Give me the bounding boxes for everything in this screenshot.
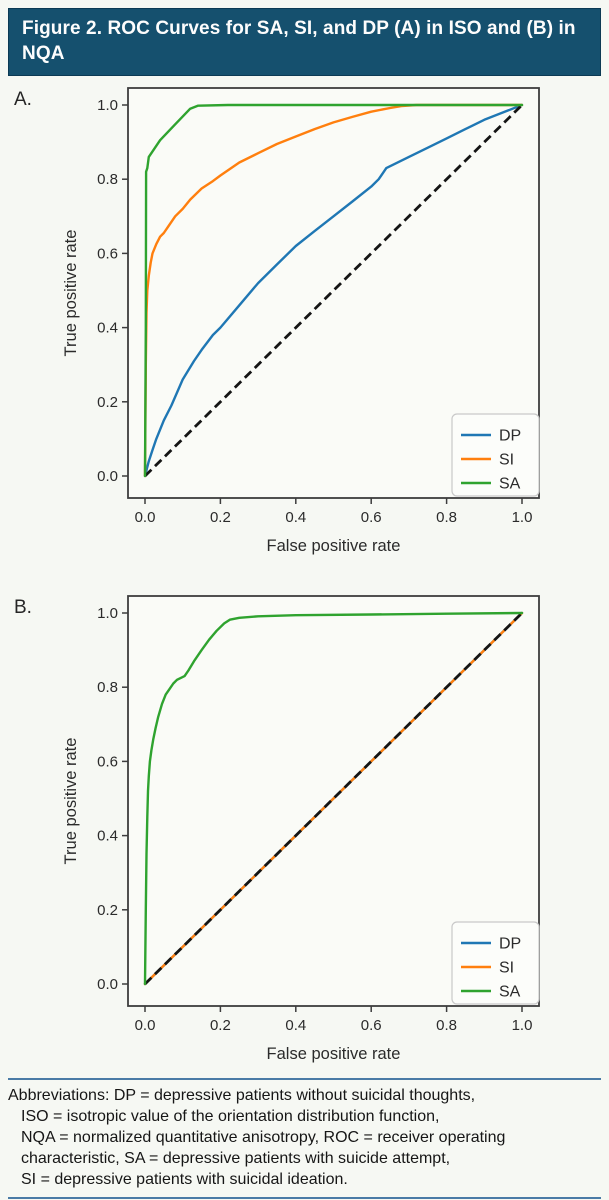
y-tick-label: 0.8 xyxy=(97,679,118,696)
x-tick-label: 0.4 xyxy=(285,1017,306,1034)
roc-curve-dp-panel-a xyxy=(143,103,524,478)
x-tick-label: 0.6 xyxy=(361,509,382,526)
y-tick-label: 1.0 xyxy=(97,605,118,622)
x-tick-label: 1.0 xyxy=(512,1017,533,1034)
legend-label-dp: DP xyxy=(499,428,521,445)
x-tick-label: 0.8 xyxy=(436,1017,457,1034)
abbreviation-line: characteristic, SA = depressive patients… xyxy=(21,1150,451,1167)
panel-letter-label: A. xyxy=(14,89,32,110)
abbreviation-line: NQA = normalized quantitative anisotropy… xyxy=(21,1129,506,1146)
x-tick-label: 0.8 xyxy=(436,509,457,526)
y-axis-label: True positive rate xyxy=(62,230,80,357)
x-tick-label: 0.2 xyxy=(210,509,231,526)
abbreviation-line: Abbreviations: DP = depressive patients … xyxy=(8,1087,476,1104)
y-tick-label: 0.2 xyxy=(97,394,118,411)
legend-label-si: SI xyxy=(499,960,514,977)
axes-frame xyxy=(127,595,540,1007)
abbreviation-line: ISO = isotropic value of the orientation… xyxy=(21,1108,440,1125)
x-tick-label: 0.4 xyxy=(285,509,306,526)
y-axis-label: True positive rate xyxy=(62,738,80,865)
roc-curve-si-panel-a xyxy=(143,103,524,478)
x-axis-label: False positive rate xyxy=(267,1045,401,1063)
x-tick-label: 0.2 xyxy=(210,1017,231,1034)
axes-frame xyxy=(127,87,540,499)
legend-label-sa: SA xyxy=(499,476,521,493)
legend-label-sa: SA xyxy=(499,984,521,1001)
y-tick-label: 0.6 xyxy=(97,753,118,770)
x-tick-label: 0.0 xyxy=(135,509,156,526)
x-axis-label: False positive rate xyxy=(267,537,401,555)
roc-chart-nqa: 0.0 0.2 0.4 0.6 0.8 1.0 0.0 0.2 0.4 0.6 0.8 1.0 Fals… xyxy=(14,595,540,1063)
figure-title: Figure 2. ROC Curves for SA, SI, and DP … xyxy=(22,18,576,65)
abbreviation-line: SI = depressive patients with suicidal i… xyxy=(21,1171,348,1188)
y-tick-label: 0.0 xyxy=(97,468,118,485)
legend-label-si: SI xyxy=(499,452,514,469)
x-tick-label: 0.0 xyxy=(135,1017,156,1034)
roc-panel-a: 0.0 0.2 0.4 0.6 0.8 1.0 0.0 0.2 0.4 0.6 0.8 1.0 Fals… xyxy=(0,78,609,586)
y-tick-label: 0.2 xyxy=(97,902,118,919)
y-tick-label: 1.0 xyxy=(97,97,118,114)
chance-diagonal-line xyxy=(144,612,523,985)
y-tick-label: 0.0 xyxy=(97,976,118,993)
y-tick-label: 0.6 xyxy=(97,245,118,262)
y-tick-label: 0.4 xyxy=(97,320,118,337)
y-tick-label: 0.4 xyxy=(97,828,118,845)
roc-panel-b: 0.0 0.2 0.4 0.6 0.8 1.0 0.0 0.2 0.4 0.6 0.8 1.0 Fals… xyxy=(0,586,609,1096)
y-tick-label: 0.8 xyxy=(97,171,118,188)
abbreviations-note: Abbreviations: DP = depressive patients … xyxy=(8,1078,601,1199)
roc-curve-sa-panel-a xyxy=(143,103,524,478)
figure-title-banner: Figure 2. ROC Curves for SA, SI, and DP … xyxy=(8,8,601,77)
chance-diagonal-line xyxy=(144,104,523,477)
roc-curve-sa-panel-b xyxy=(143,611,524,986)
roc-chart-iso: 0.0 0.2 0.4 0.6 0.8 1.0 0.0 0.2 0.4 0.6 0.8 1.0 Fals… xyxy=(14,87,540,555)
x-tick-label: 1.0 xyxy=(512,509,533,526)
panel-letter-label: B. xyxy=(14,597,32,618)
x-tick-label: 0.6 xyxy=(361,1017,382,1034)
legend-label-dp: DP xyxy=(499,936,521,953)
